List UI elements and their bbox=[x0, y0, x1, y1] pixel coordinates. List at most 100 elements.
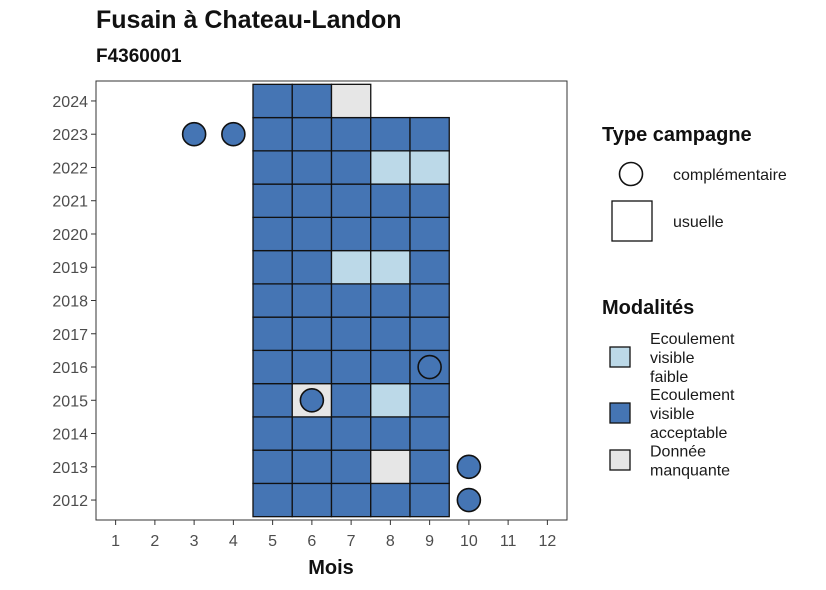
cell-2021-9 bbox=[409, 183, 450, 219]
cell-2019-5 bbox=[252, 249, 293, 285]
point-2015-6 bbox=[299, 387, 325, 413]
cell-2015-5 bbox=[252, 382, 293, 418]
cell-2020-8 bbox=[370, 216, 411, 252]
cell-2023-6 bbox=[291, 116, 333, 152]
x-tick-label: 2 bbox=[150, 533, 159, 550]
x-tick-label: 1 bbox=[111, 533, 120, 550]
y-tick-label: 2024 bbox=[52, 94, 88, 111]
cell-2012-8 bbox=[370, 482, 411, 518]
cell-2023-5 bbox=[252, 116, 293, 152]
legend-modalite-title: Modalités bbox=[602, 297, 694, 319]
cell-2017-8 bbox=[370, 316, 411, 352]
y-tick-label: 2023 bbox=[52, 127, 88, 144]
legend-type-title: Type campagne bbox=[602, 124, 752, 146]
cell-2015-7 bbox=[330, 382, 372, 418]
y-tick-label: 2022 bbox=[52, 160, 88, 177]
cell-2016-8 bbox=[370, 349, 411, 385]
legend-type-items: complémentaire usuelle bbox=[611, 161, 787, 242]
cell-2024-6 bbox=[291, 83, 333, 119]
cell-2018-7 bbox=[330, 283, 372, 318]
legend-modalite-key bbox=[609, 346, 631, 368]
cell-2018-9 bbox=[409, 283, 450, 318]
x-tick-label: 6 bbox=[307, 533, 316, 550]
y-tick-label: 2013 bbox=[52, 460, 88, 477]
x-tick-label: 5 bbox=[268, 533, 277, 550]
y-tick-label: 2020 bbox=[52, 227, 88, 244]
cell-2015-9 bbox=[409, 382, 450, 418]
cell-2021-7 bbox=[330, 183, 372, 219]
y-tick-label: 2019 bbox=[52, 260, 88, 277]
cell-2012-6 bbox=[291, 482, 333, 518]
cell-2013-8 bbox=[370, 449, 411, 485]
cell-2022-7 bbox=[330, 150, 372, 185]
cell-2021-6 bbox=[291, 183, 333, 219]
y-tick-label: 2021 bbox=[52, 194, 88, 211]
chart-title: Fusain à Chateau-Landon bbox=[96, 6, 402, 34]
cell-2022-5 bbox=[252, 150, 293, 185]
cell-2015-8 bbox=[370, 382, 411, 418]
cell-2013-7 bbox=[330, 449, 372, 485]
cell-2020-6 bbox=[291, 216, 333, 252]
cell-2020-9 bbox=[409, 216, 450, 252]
y-tick-label: 2012 bbox=[52, 493, 88, 510]
legend-modalite-key bbox=[609, 402, 631, 424]
cell-2021-5 bbox=[252, 183, 293, 219]
cell-2020-5 bbox=[252, 216, 293, 252]
cell-2018-8 bbox=[370, 283, 411, 318]
x-tick-label: 10 bbox=[460, 533, 478, 550]
cell-2019-6 bbox=[291, 249, 333, 285]
chart-subtitle: F4360001 bbox=[96, 46, 182, 67]
point-2023-4 bbox=[221, 121, 246, 147]
cell-2013-9 bbox=[409, 449, 450, 485]
point-2016-9 bbox=[417, 354, 442, 380]
x-tick-label: 12 bbox=[538, 533, 556, 550]
legend-type-label: complémentaire bbox=[673, 167, 787, 184]
y-tick-label: 2014 bbox=[52, 427, 88, 444]
cell-2014-6 bbox=[291, 416, 333, 451]
cell-2013-5 bbox=[252, 449, 293, 485]
legend-square-key bbox=[611, 200, 653, 242]
cells-layer bbox=[252, 83, 450, 518]
points-layer bbox=[181, 121, 482, 513]
cell-2016-7 bbox=[330, 349, 372, 385]
cell-2017-7 bbox=[330, 316, 372, 352]
y-axis: 2012 2013 2014 2015 2016 2017 2018 2019 2020 2021… bbox=[52, 94, 96, 510]
cell-2016-5 bbox=[252, 349, 293, 385]
cell-2023-8 bbox=[370, 116, 411, 152]
cell-2014-9 bbox=[409, 416, 450, 451]
cell-2012-9 bbox=[409, 482, 450, 518]
point-2012-10 bbox=[456, 487, 482, 513]
cell-2023-7 bbox=[330, 116, 372, 152]
y-tick-label: 2018 bbox=[52, 294, 88, 311]
cell-2014-5 bbox=[252, 416, 293, 451]
x-tick-label: 3 bbox=[190, 533, 199, 550]
y-tick-label: 2017 bbox=[52, 327, 88, 344]
cell-2012-5 bbox=[252, 482, 293, 518]
cell-2024-7 bbox=[330, 83, 372, 119]
cell-2018-6 bbox=[291, 283, 333, 318]
cell-2014-7 bbox=[330, 416, 372, 451]
x-tick-label: 9 bbox=[425, 533, 434, 550]
cell-2014-8 bbox=[370, 416, 411, 451]
cell-2017-5 bbox=[252, 316, 293, 352]
x-tick-label: 8 bbox=[386, 533, 395, 550]
cell-2023-9 bbox=[409, 116, 450, 152]
legend-modalite-label: Ecoulement visible acceptable bbox=[650, 387, 735, 442]
cell-2019-7 bbox=[330, 249, 372, 285]
cell-2019-8 bbox=[370, 249, 411, 285]
point-2013-10 bbox=[456, 454, 482, 480]
cell-2017-6 bbox=[291, 316, 333, 352]
legend-modalite-label: Donnée manquante bbox=[650, 444, 730, 480]
legend-modalite-key bbox=[609, 449, 631, 471]
cell-2022-6 bbox=[291, 150, 333, 185]
x-axis-title: Mois bbox=[308, 557, 354, 579]
cell-2021-8 bbox=[370, 183, 411, 219]
x-axis: 1 2 3 4 5 6 7 8 9 10 11 12 bbox=[111, 520, 556, 550]
cell-2022-9 bbox=[409, 150, 450, 185]
cell-2017-9 bbox=[409, 316, 450, 352]
point-2023-3 bbox=[181, 121, 207, 147]
x-tick-label: 7 bbox=[347, 533, 356, 550]
cell-2012-7 bbox=[330, 482, 372, 518]
cell-2019-9 bbox=[409, 249, 450, 285]
